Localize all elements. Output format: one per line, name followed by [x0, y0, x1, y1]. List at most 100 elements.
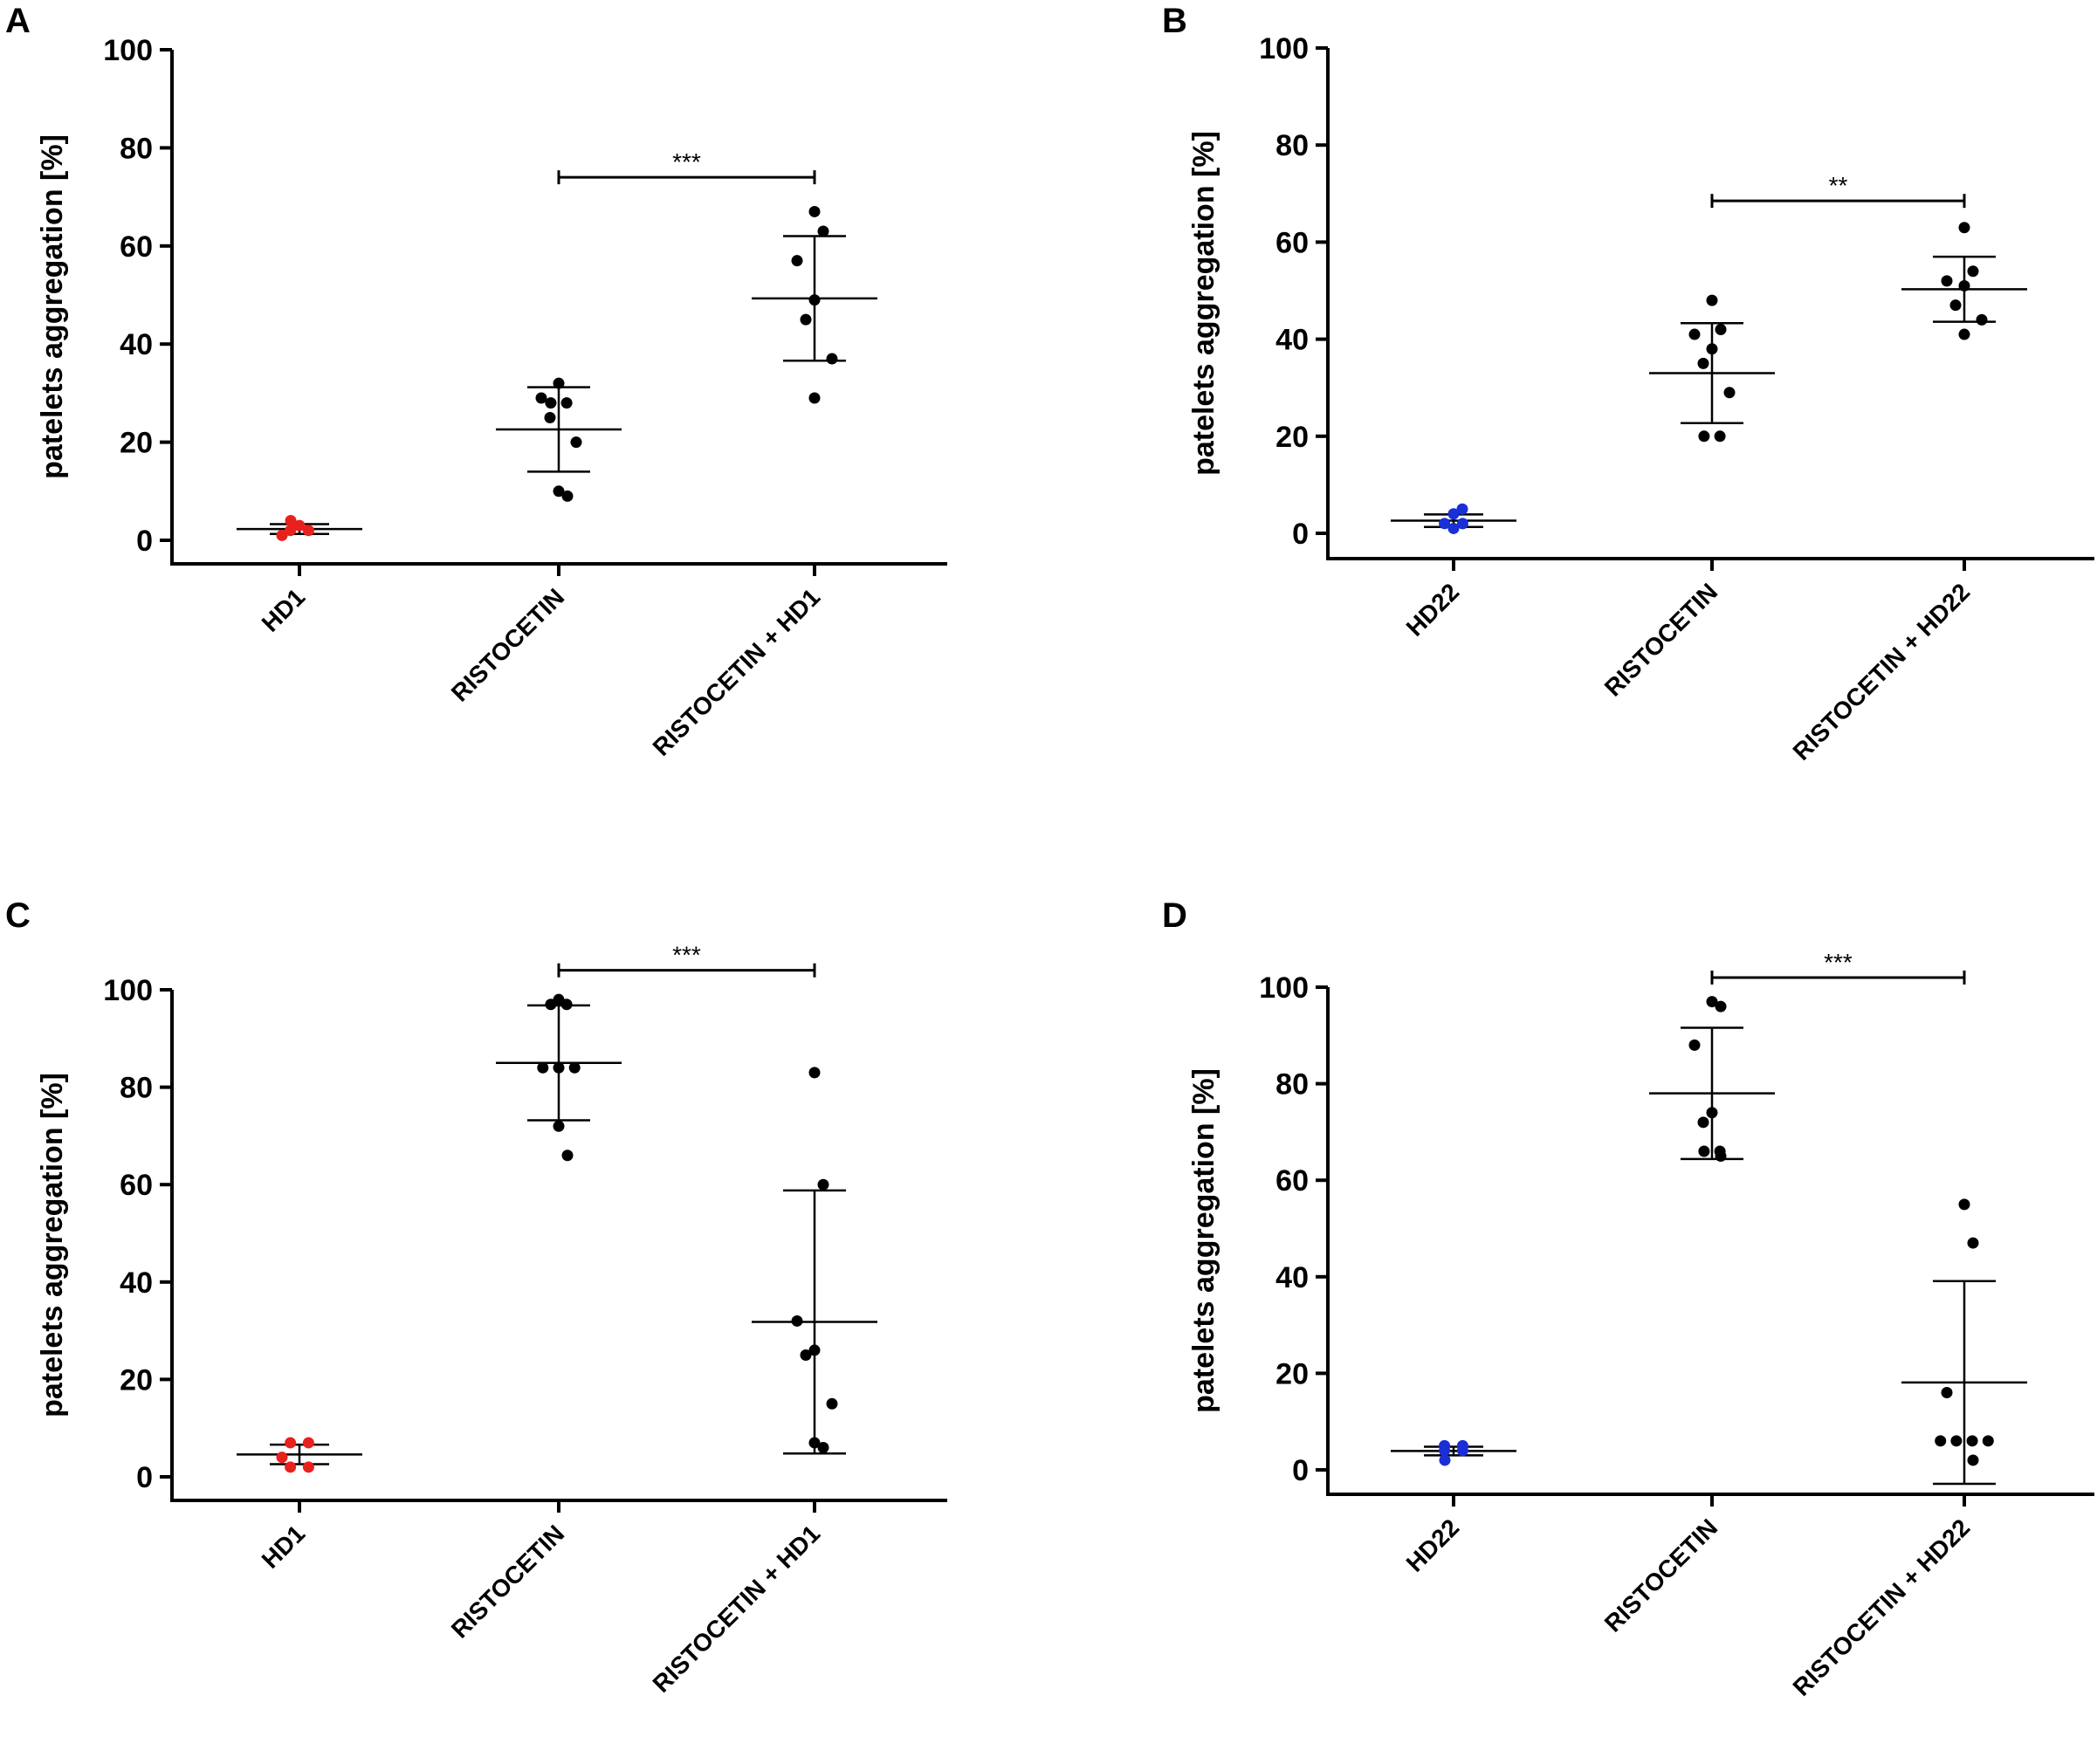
data-point	[808, 1344, 821, 1356]
data-point	[1966, 1435, 1978, 1447]
data-point	[1698, 1145, 1710, 1157]
x-tick-label: HD22	[1401, 1513, 1465, 1577]
data-point	[1982, 1435, 1994, 1447]
data-point	[302, 1437, 314, 1449]
data-point	[1706, 996, 1718, 1008]
data-point	[1706, 343, 1718, 355]
data-point	[1456, 1439, 1468, 1452]
y-axis-label: patelets aggregation [%]	[36, 134, 69, 479]
data-point	[545, 397, 557, 409]
y-axis-label: patelets aggregation [%]	[1187, 131, 1220, 476]
data-point	[1950, 1435, 1963, 1447]
data-point	[1949, 299, 1962, 312]
panel-letter-d: D	[1162, 896, 1187, 935]
y-tick-label: 40	[120, 1266, 153, 1300]
x-tick-label: RISTOCETIN	[446, 1520, 569, 1643]
data-point	[1697, 1116, 1709, 1129]
x-tick-label: HD22	[1401, 578, 1465, 642]
panel-d: D 0 20 40 60 80 100 patelets aggregation [%] HD…	[1153, 895, 2097, 1764]
data-point	[817, 1442, 829, 1454]
data-point	[800, 1349, 812, 1361]
data-point	[285, 1437, 297, 1449]
x-tick-label: RISTOCETIN + HD1	[648, 583, 826, 761]
y-tick-label: 60	[1275, 226, 1309, 259]
data-point	[1439, 518, 1451, 530]
data-point	[1714, 430, 1726, 443]
data-point	[1715, 1000, 1727, 1012]
x-tick-label: HD1	[257, 1520, 311, 1574]
data-point	[560, 999, 573, 1011]
data-point	[537, 1061, 549, 1074]
data-point	[1723, 387, 1736, 399]
data-point	[1958, 328, 1970, 340]
data-point	[1456, 503, 1468, 515]
y-axis-label: patelets aggregation [%]	[1187, 1068, 1220, 1413]
panel-letter-a: A	[5, 2, 31, 40]
significance-label: **	[1829, 172, 1848, 199]
y-tick-label: 100	[1259, 971, 1309, 1005]
data-point	[1706, 294, 1718, 306]
data-point	[1688, 1039, 1701, 1051]
data-point	[808, 392, 821, 404]
x-tick-label: RISTOCETIN + HD22	[1788, 578, 1976, 765]
chart-b: 0 20 40 60 80 100 patelets aggregation [%] HD22…	[1187, 32, 2094, 765]
y-tick-label: 0	[1292, 518, 1309, 551]
y-tick-label: 20	[120, 427, 153, 460]
data-point	[808, 1067, 821, 1079]
data-point	[1697, 357, 1709, 369]
y-tick-label: 40	[1275, 1261, 1309, 1294]
data-point	[808, 1437, 821, 1449]
y-tick-label: 0	[1292, 1454, 1309, 1487]
data-point	[826, 353, 838, 365]
data-point	[808, 205, 821, 217]
data-point	[1958, 279, 1970, 292]
data-point	[302, 525, 314, 537]
y-axis-label: patelets aggregation [%]	[36, 1073, 69, 1417]
y-tick-label: 80	[120, 1072, 153, 1105]
panel-c: C 0 20 40 60 80 100 patelets aggregation [%] HD…	[0, 895, 1048, 1764]
data-point	[560, 397, 573, 409]
y-tick-label: 100	[103, 974, 153, 1007]
data-point	[1715, 1150, 1727, 1163]
y-tick-label: 40	[120, 328, 153, 361]
data-point	[791, 1314, 803, 1327]
y-tick-label: 80	[1275, 129, 1309, 162]
data-point	[568, 1061, 581, 1074]
x-tick-label: RISTOCETIN	[1599, 578, 1722, 701]
data-point	[285, 515, 297, 527]
data-point	[1439, 1454, 1451, 1466]
y-tick-label: 60	[120, 1169, 153, 1202]
data-point	[553, 1061, 565, 1074]
y-tick-label: 100	[1259, 32, 1309, 65]
data-point	[535, 392, 547, 404]
panel-letter-c: C	[5, 896, 31, 935]
data-point	[1967, 1454, 1979, 1466]
data-point	[1935, 1435, 1947, 1447]
data-point	[1447, 522, 1460, 534]
data-point	[1958, 1198, 1970, 1211]
y-tick-label: 20	[120, 1363, 153, 1397]
y-tick-label: 100	[103, 34, 153, 67]
data-point	[1706, 1107, 1718, 1119]
data-point	[1941, 275, 1953, 287]
chart-c: 0 20 40 60 80 100 patelets aggregation [%] HD1 R…	[36, 942, 947, 1698]
data-point	[553, 485, 565, 498]
y-tick-label: 20	[1275, 1357, 1309, 1390]
data-point	[276, 1452, 288, 1464]
data-point	[570, 436, 582, 449]
significance-label: ***	[672, 148, 701, 175]
x-tick-label: RISTOCETIN + HD22	[1788, 1513, 1976, 1701]
y-tick-label: 0	[136, 525, 153, 558]
significance-label: ***	[672, 942, 701, 969]
data-point	[302, 1461, 314, 1473]
y-tick-label: 60	[1275, 1164, 1309, 1198]
data-point	[276, 529, 288, 541]
data-point	[293, 519, 306, 532]
x-tick-label: HD1	[257, 583, 311, 637]
panel-b: B 0 20 40 60 80 100 patelets aggregation [%] HD…	[1153, 0, 2097, 869]
data-point	[561, 490, 574, 502]
data-point	[1715, 323, 1727, 335]
y-tick-label: 20	[1275, 421, 1309, 454]
data-point	[1958, 222, 1970, 234]
y-tick-label: 60	[120, 230, 153, 264]
